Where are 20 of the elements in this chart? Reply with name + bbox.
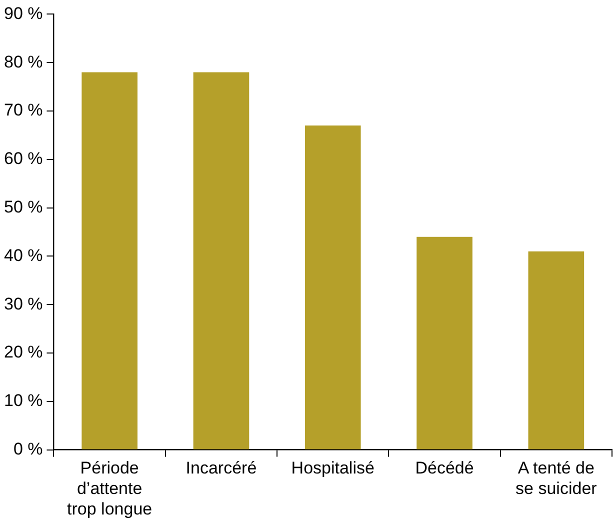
bar: [193, 72, 250, 450]
x-tick-label: Incarcéré: [186, 458, 257, 478]
y-tick-label: 80 %: [4, 52, 43, 72]
y-tick-label: 60 %: [4, 149, 43, 168]
y-tick-label: 10 %: [4, 391, 43, 410]
y-tick-label: 40 %: [4, 246, 43, 265]
y-tick-label: 70 %: [4, 100, 43, 120]
y-tick-label: 20 %: [4, 342, 43, 362]
y-tick-label: 0 %: [13, 439, 43, 458]
bar: [528, 251, 584, 450]
x-tick-label: Décédé: [415, 458, 474, 478]
x-tick-label: A tenté de se suicider: [516, 458, 598, 498]
y-tick-label: 50 %: [4, 197, 43, 216]
y-tick-label: 90 %: [4, 4, 43, 23]
bar: [82, 72, 138, 450]
x-tick-label: Période d’attente trop longue: [67, 458, 152, 518]
bar: [304, 126, 361, 450]
bar: [416, 236, 472, 450]
x-tick-label: Hospitalisé: [291, 458, 374, 478]
y-tick-label: 30 %: [4, 294, 43, 314]
